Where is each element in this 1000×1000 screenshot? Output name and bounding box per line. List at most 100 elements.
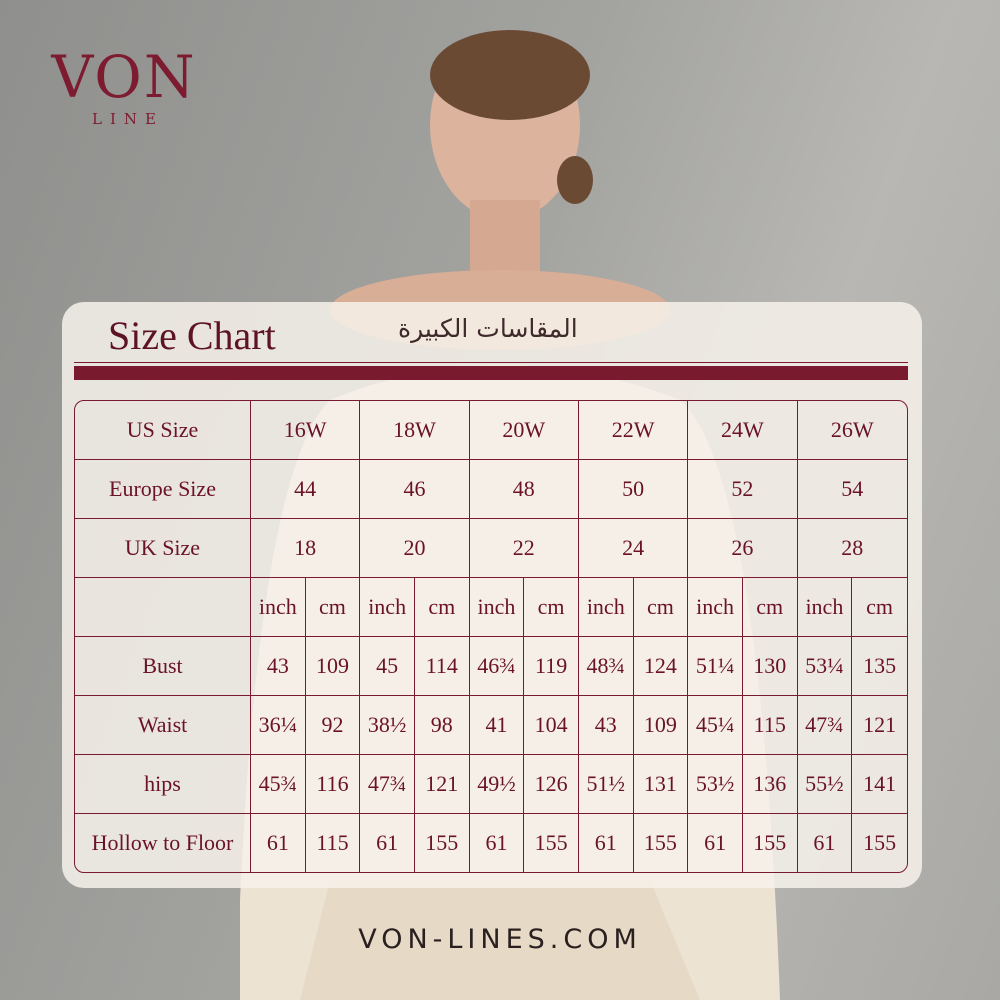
size-cell: 52 <box>688 460 798 519</box>
units-row: inch cm inch cm inch cm inch cm inch cm inch cm <box>75 578 907 637</box>
measurement-label: Waist <box>75 696 251 755</box>
size-cell: 18 <box>251 519 361 578</box>
chart-title-arabic: المقاسات الكبيرة <box>398 314 578 343</box>
size-cell: 20 <box>360 519 470 578</box>
row-label: US Size <box>75 401 251 460</box>
unit-cm: cm <box>524 578 579 637</box>
unit-cm: cm <box>414 578 470 637</box>
measurement-value: 51½ <box>578 755 634 814</box>
measurement-value: 114 <box>414 637 470 696</box>
measurement-value: 47¾ <box>360 755 415 814</box>
measurement-value: 61 <box>360 814 415 872</box>
unit-cm: cm <box>633 578 689 637</box>
empty-cell <box>75 578 251 637</box>
measurement-value: 104 <box>524 696 579 755</box>
website-url: VON-LINES.COM <box>358 924 642 955</box>
measurement-value: 121 <box>414 755 470 814</box>
measurement-value: 109 <box>305 637 361 696</box>
size-cell: 26 <box>688 519 798 578</box>
size-cell: 22W <box>578 401 689 460</box>
table-row: Europe Size 44 46 48 50 52 54 <box>75 460 907 519</box>
table-row: UK Size 18 20 22 24 26 28 <box>75 519 907 578</box>
unit-inch: inch <box>688 578 743 637</box>
measurement-value: 61 <box>798 814 853 872</box>
measurement-value: 38½ <box>360 696 415 755</box>
size-cell: 20W <box>469 401 579 460</box>
row-label: UK Size <box>75 519 251 578</box>
measurement-value: 109 <box>633 696 689 755</box>
measurement-value: 46¾ <box>469 637 525 696</box>
size-cell: 26W <box>797 401 907 460</box>
measurement-value: 43 <box>251 637 306 696</box>
measurement-value: 131 <box>633 755 689 814</box>
measurement-value: 61 <box>688 814 743 872</box>
measurement-value: 36¼ <box>251 696 306 755</box>
unit-cm: cm <box>852 578 907 637</box>
measurement-value: 121 <box>852 696 907 755</box>
measurement-value: 41 <box>469 696 525 755</box>
logo-sub: LINE <box>92 110 164 128</box>
table-row: Hollow to Floor 61 115 61 155 61 155 61 155 61 155… <box>75 814 907 872</box>
measurement-value: 92 <box>305 696 361 755</box>
size-table: US Size 16W 18W 20W 22W 24W 26W Europe Size 44 46… <box>74 400 908 873</box>
measurement-value: 61 <box>470 814 525 872</box>
brand-logo: VON LINE <box>44 46 204 128</box>
logo-main: VON <box>51 43 197 111</box>
measurement-value: 115 <box>742 696 798 755</box>
measurement-label: Hollow to Floor <box>75 814 251 872</box>
measurement-value: 45¾ <box>251 755 306 814</box>
size-cell: 48 <box>469 460 579 519</box>
measurement-value: 141 <box>852 755 907 814</box>
chart-title: Size Chart <box>108 313 276 358</box>
unit-inch: inch <box>360 578 415 637</box>
size-cell: 22 <box>469 519 579 578</box>
measurement-value: 116 <box>305 755 361 814</box>
size-cell: 16W <box>251 401 361 460</box>
measurement-value: 135 <box>852 637 907 696</box>
measurement-value: 51¼ <box>688 637 743 696</box>
measurement-value: 124 <box>633 637 689 696</box>
unit-inch: inch <box>469 578 525 637</box>
measurement-value: 53¼ <box>797 637 853 696</box>
measurement-value: 47¾ <box>797 696 853 755</box>
measurement-value: 45¼ <box>688 696 743 755</box>
row-label: Europe Size <box>75 460 251 519</box>
measurement-value: 45 <box>360 637 415 696</box>
table-row: Waist 36¼ 92 38½ 98 41 104 43 109 45¼ 115 47¾ 121 <box>75 696 907 755</box>
measurement-value: 126 <box>524 755 579 814</box>
size-cell: 24W <box>688 401 798 460</box>
size-cell: 50 <box>578 460 689 519</box>
size-cell: 46 <box>360 460 470 519</box>
measurement-value: 49½ <box>469 755 525 814</box>
measurement-value: 136 <box>742 755 798 814</box>
size-cell: 18W <box>360 401 470 460</box>
unit-inch: inch <box>578 578 634 637</box>
measurement-value: 55½ <box>797 755 853 814</box>
measurement-value: 98 <box>414 696 470 755</box>
divider-thin <box>74 362 908 363</box>
measurement-value: 155 <box>634 814 689 872</box>
divider-bar <box>74 366 908 380</box>
size-chart-card: Size Chart المقاسات الكبيرة US Size 16W 18… <box>62 302 922 888</box>
measurement-value: 155 <box>743 814 798 872</box>
unit-cm: cm <box>742 578 798 637</box>
table-row: hips 45¾ 116 47¾ 121 49½ 126 51½ 131 53½ 136 55½ 141 <box>75 755 907 814</box>
measurement-value: 115 <box>306 814 361 872</box>
measurement-value: 53½ <box>688 755 743 814</box>
table-row: US Size 16W 18W 20W 22W 24W 26W <box>75 401 907 460</box>
measurement-value: 155 <box>863 830 897 855</box>
measurement-value: 48¾ <box>578 637 634 696</box>
size-cell: 28 <box>797 519 907 578</box>
unit-inch: inch <box>251 578 306 637</box>
measurement-value: 61 <box>579 814 634 872</box>
measurement-value: 155 <box>415 814 470 872</box>
measurement-value: 155 <box>524 814 579 872</box>
measurement-value: 43 <box>578 696 634 755</box>
unit-inch: inch <box>797 578 853 637</box>
size-cell: 24 <box>578 519 689 578</box>
measurement-label: hips <box>75 755 251 814</box>
unit-cm: cm <box>305 578 361 637</box>
measurement-value: 119 <box>524 637 579 696</box>
size-cell: 54 <box>797 460 907 519</box>
measurement-value: 130 <box>742 637 798 696</box>
